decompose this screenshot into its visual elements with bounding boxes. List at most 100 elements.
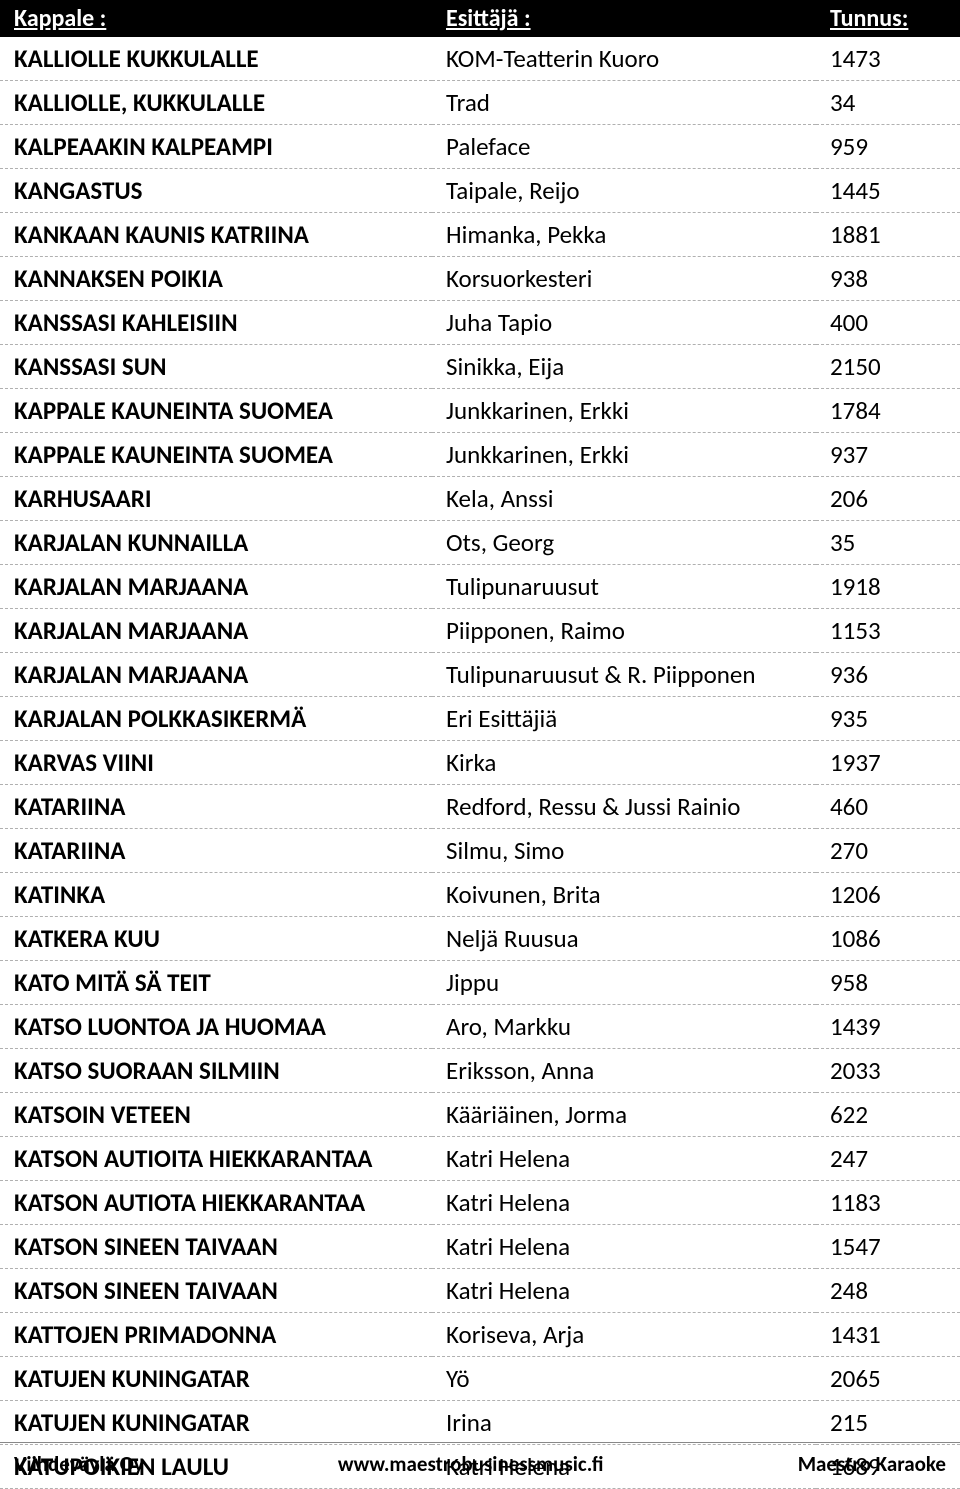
cell-id: 2150 <box>816 345 960 389</box>
cell-id: 460 <box>816 785 960 829</box>
cell-id: 248 <box>816 1269 960 1313</box>
table-row: KATO MITÄ SÄ TEITJippu958 <box>0 961 960 1005</box>
cell-song: KARJALAN MARJAANA <box>0 565 432 609</box>
cell-artist: Eriksson, Anna <box>432 1049 816 1093</box>
cell-song: KATSOIN VETEEN <box>0 1093 432 1137</box>
cell-song: KAPPALE KAUNEINTA SUOMEA <box>0 433 432 477</box>
cell-id: 247 <box>816 1137 960 1181</box>
table-row: KALLIOLLE KUKKULALLEKOM-Teatterin Kuoro1… <box>0 37 960 81</box>
cell-song: KARJALAN MARJAANA <box>0 653 432 697</box>
table-row: KARVAS VIINIKirka1937 <box>0 741 960 785</box>
cell-artist: Katri Helena <box>432 1225 816 1269</box>
table-row: KARJALAN POLKKASIKERMÄEri Esittäjiä935 <box>0 697 960 741</box>
cell-artist: Aro, Markku <box>432 1005 816 1049</box>
cell-id: 2033 <box>816 1049 960 1093</box>
song-table: Kappale : Esittäjä : Tunnus: KALLIOLLE K… <box>0 0 960 1489</box>
cell-song: KANSSASI SUN <box>0 345 432 389</box>
cell-artist: Eri Esittäjiä <box>432 697 816 741</box>
table-row: KATSOIN VETEENKääriäinen, Jorma622 <box>0 1093 960 1137</box>
cell-id: 1431 <box>816 1313 960 1357</box>
header-song: Kappale : <box>0 0 432 37</box>
table-row: KARJALAN MARJAANATulipunaruusut1918 <box>0 565 960 609</box>
cell-song: KALPEAAKIN KALPEAMPI <box>0 125 432 169</box>
cell-artist: Kääriäinen, Jorma <box>432 1093 816 1137</box>
cell-song: KAPPALE KAUNEINTA SUOMEA <box>0 389 432 433</box>
cell-artist: Irina <box>432 1401 816 1445</box>
cell-id: 1784 <box>816 389 960 433</box>
table-row: KATUJEN KUNINGATARYö2065 <box>0 1357 960 1401</box>
cell-artist: Juha Tapio <box>432 301 816 345</box>
cell-id: 206 <box>816 477 960 521</box>
cell-song: KATKERA KUU <box>0 917 432 961</box>
cell-artist: Junkkarinen, Erkki <box>432 389 816 433</box>
cell-id: 622 <box>816 1093 960 1137</box>
cell-song: KARHUSAARI <box>0 477 432 521</box>
cell-artist: Sinikka, Eija <box>432 345 816 389</box>
table-row: KARJALAN MARJAANATulipunaruusut & R. Pii… <box>0 653 960 697</box>
cell-song: KATINKA <box>0 873 432 917</box>
header-row: Kappale : Esittäjä : Tunnus: <box>0 0 960 37</box>
cell-song: KARVAS VIINI <box>0 741 432 785</box>
cell-id: 34 <box>816 81 960 125</box>
cell-artist: Korsuorkesteri <box>432 257 816 301</box>
cell-id: 400 <box>816 301 960 345</box>
table-body: KALLIOLLE KUKKULALLEKOM-Teatterin Kuoro1… <box>0 37 960 1489</box>
cell-song: KATARIINA <box>0 829 432 873</box>
cell-artist: Paleface <box>432 125 816 169</box>
table-row: KALLIOLLE, KUKKULALLETrad34 <box>0 81 960 125</box>
cell-id: 1206 <box>816 873 960 917</box>
cell-song: KANKAAN KAUNIS KATRIINA <box>0 213 432 257</box>
cell-song: KALLIOLLE, KUKKULALLE <box>0 81 432 125</box>
cell-id: 1547 <box>816 1225 960 1269</box>
cell-song: KANGASTUS <box>0 169 432 213</box>
cell-song: KATSON SINEEN TAIVAAN <box>0 1225 432 1269</box>
cell-id: 1473 <box>816 37 960 81</box>
cell-id: 2065 <box>816 1357 960 1401</box>
table-row: KAPPALE KAUNEINTA SUOMEAJunkkarinen, Erk… <box>0 433 960 477</box>
table-row: KANGASTUSTaipale, Reijo1445 <box>0 169 960 213</box>
cell-artist: Kela, Anssi <box>432 477 816 521</box>
page-footer: Viihdeväylä Oy www.maestrobusinessmusic.… <box>0 1442 960 1477</box>
cell-artist: Jippu <box>432 961 816 1005</box>
table-row: KATUJEN KUNINGATARIrina215 <box>0 1401 960 1445</box>
table-header: Kappale : Esittäjä : Tunnus: <box>0 0 960 37</box>
cell-artist: Trad <box>432 81 816 125</box>
cell-song: KANNAKSEN POIKIA <box>0 257 432 301</box>
cell-artist: Katri Helena <box>432 1269 816 1313</box>
table-row: KATSON SINEEN TAIVAANKatri Helena248 <box>0 1269 960 1313</box>
cell-artist: Redford, Ressu & Jussi Rainio <box>432 785 816 829</box>
table-row: KARJALAN KUNNAILLAOts, Georg35 <box>0 521 960 565</box>
table-row: KANKAAN KAUNIS KATRIINAHimanka, Pekka188… <box>0 213 960 257</box>
table-row: KANSSASI KAHLEISIINJuha Tapio400 <box>0 301 960 345</box>
cell-id: 1918 <box>816 565 960 609</box>
cell-song: KATUJEN KUNINGATAR <box>0 1357 432 1401</box>
cell-artist: Taipale, Reijo <box>432 169 816 213</box>
cell-artist: Himanka, Pekka <box>432 213 816 257</box>
cell-song: KATSO SUORAAN SILMIIN <box>0 1049 432 1093</box>
header-id: Tunnus: <box>816 0 960 37</box>
table-row: KATTOJEN PRIMADONNAKoriseva, Arja1431 <box>0 1313 960 1357</box>
cell-id: 935 <box>816 697 960 741</box>
footer-center: www.maestrobusinessmusic.fi <box>338 1451 604 1477</box>
header-artist: Esittäjä : <box>432 0 816 37</box>
cell-id: 1183 <box>816 1181 960 1225</box>
cell-id: 270 <box>816 829 960 873</box>
cell-artist: Neljä Ruusua <box>432 917 816 961</box>
cell-song: KATARIINA <box>0 785 432 829</box>
cell-id: 1881 <box>816 213 960 257</box>
cell-id: 958 <box>816 961 960 1005</box>
cell-song: KATUJEN KUNINGATAR <box>0 1401 432 1445</box>
cell-artist: Katri Helena <box>432 1181 816 1225</box>
cell-artist: Junkkarinen, Erkki <box>432 433 816 477</box>
cell-artist: Tulipunaruusut <box>432 565 816 609</box>
table-row: KARHUSAARIKela, Anssi206 <box>0 477 960 521</box>
cell-song: KARJALAN KUNNAILLA <box>0 521 432 565</box>
cell-id: 936 <box>816 653 960 697</box>
cell-id: 35 <box>816 521 960 565</box>
table-row: KATKERA KUUNeljä Ruusua1086 <box>0 917 960 961</box>
table-row: KANSSASI SUNSinikka, Eija2150 <box>0 345 960 389</box>
table-row: KALPEAAKIN KALPEAMPIPaleface959 <box>0 125 960 169</box>
table-row: KATSO LUONTOA JA HUOMAAAro, Markku1439 <box>0 1005 960 1049</box>
cell-song: KATSO LUONTOA JA HUOMAA <box>0 1005 432 1049</box>
table-row: KATARIINARedford, Ressu & Jussi Rainio46… <box>0 785 960 829</box>
